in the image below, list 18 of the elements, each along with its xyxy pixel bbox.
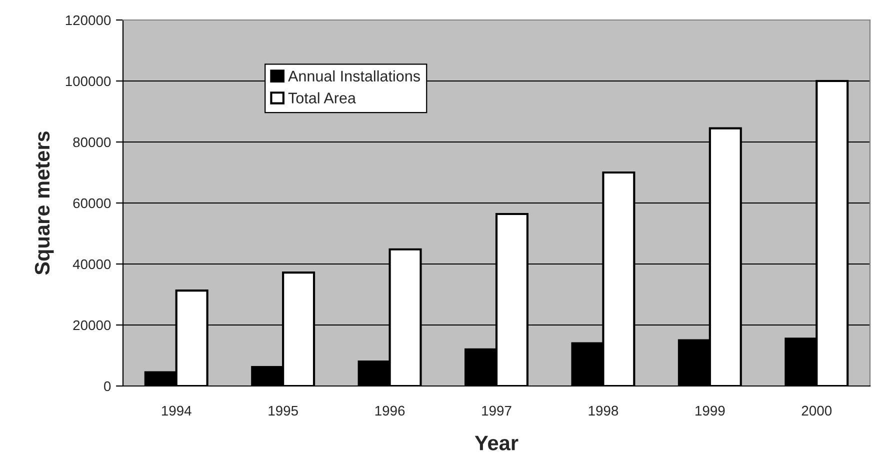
y-tick-label: 40000 (72, 259, 111, 270)
x-tick-label: 1994 (162, 406, 192, 416)
y-tick-label: 120000 (66, 15, 111, 26)
y-tick-label: 60000 (73, 198, 111, 208)
x-tick-label: 1999 (696, 406, 725, 416)
legend-label: Annual Installations (288, 70, 420, 82)
y-tick-label: 80000 (73, 137, 111, 148)
y-tick-label: 100000 (66, 76, 111, 86)
x-axis-title: Year (474, 436, 518, 450)
y-tick-label: 0 (104, 381, 111, 392)
x-tick-label: 2000 (802, 406, 832, 416)
x-tick-label: 1995 (268, 406, 298, 416)
legend-label: Total Area (288, 92, 356, 104)
x-tick-label: 1998 (588, 406, 618, 416)
y-tick-label: 20000 (73, 320, 111, 330)
x-tick-label: 1997 (482, 406, 512, 416)
y-axis-title: Square meters (34, 131, 54, 275)
x-tick-label: 1996 (375, 406, 405, 416)
